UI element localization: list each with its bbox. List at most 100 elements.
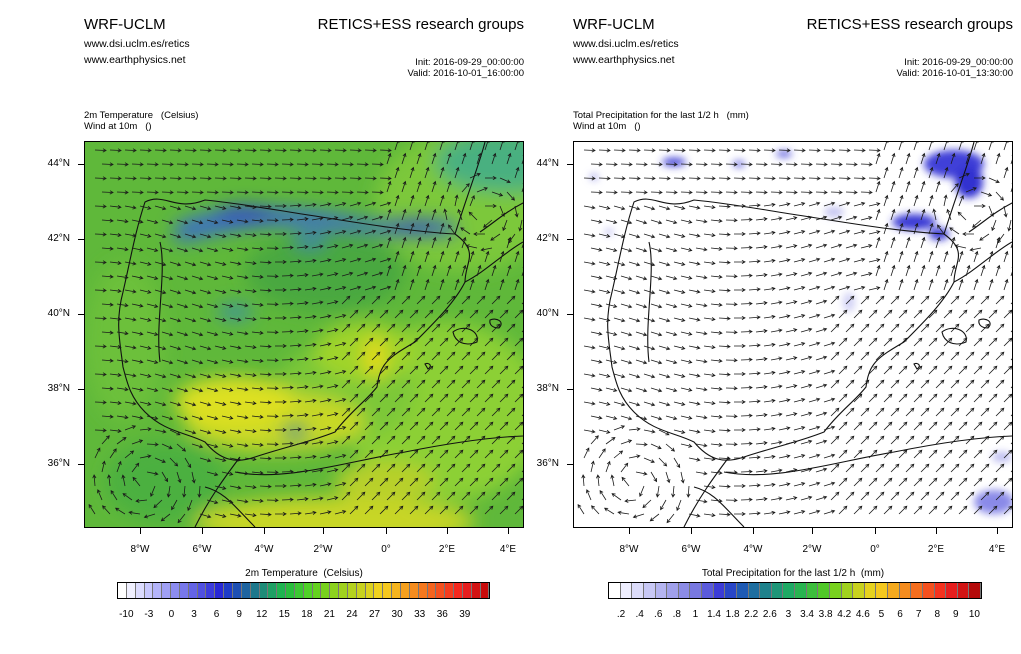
wind-arrow xyxy=(484,505,494,515)
wind-arrow xyxy=(154,317,167,323)
wind-arrow xyxy=(176,303,189,309)
wind-arrow xyxy=(514,393,523,403)
wind-arrow xyxy=(139,148,152,153)
colorbar-swatch xyxy=(365,583,375,598)
wind-arrow xyxy=(610,474,615,487)
wind-arrow xyxy=(281,217,294,222)
wind-arrow xyxy=(718,316,731,321)
colorbar-swatch xyxy=(118,583,127,598)
wind-arrow xyxy=(454,477,464,487)
wind-arrow xyxy=(416,264,422,277)
wind-arrow xyxy=(364,201,377,207)
wind-arrow xyxy=(416,407,426,417)
wind-arrow xyxy=(950,295,960,305)
wind-arrow xyxy=(755,441,768,446)
wind-arrow xyxy=(920,435,930,445)
wind-arrow xyxy=(109,428,122,433)
wind-arrow xyxy=(431,264,437,277)
wind-arrow xyxy=(206,275,219,281)
wind-arrow xyxy=(424,142,430,151)
lon-tick xyxy=(753,528,754,534)
wind-arrow xyxy=(815,383,828,389)
wind-arrow xyxy=(958,505,968,515)
wind-arrow xyxy=(101,190,114,195)
wind-arrow xyxy=(620,247,633,253)
wind-arrow xyxy=(131,462,140,473)
wind-arrow xyxy=(401,379,411,389)
wind-arrow xyxy=(94,344,107,349)
wind-arrow xyxy=(590,303,603,308)
wind-arrow xyxy=(830,463,840,473)
wind-arrow xyxy=(778,370,791,375)
colorbar-swatch xyxy=(321,583,331,598)
wind-arrow xyxy=(703,289,716,294)
wind-arrow xyxy=(815,299,828,305)
wind-arrow xyxy=(259,148,272,153)
lon-label-8w: 8°W xyxy=(130,544,150,555)
wind-arrow xyxy=(206,331,219,337)
wind-arrow xyxy=(439,421,449,431)
wind-arrow xyxy=(980,264,986,277)
wind-arrow xyxy=(605,331,618,336)
lat-tick xyxy=(567,389,573,390)
wind-arrow xyxy=(131,190,144,195)
wind-arrow xyxy=(319,342,332,347)
wind-vectors xyxy=(577,142,1012,524)
wind-arrow xyxy=(349,421,359,431)
wind-arrow xyxy=(958,172,970,179)
wind-arrow xyxy=(890,407,900,417)
wind-arrow xyxy=(124,425,137,431)
wind-arrow xyxy=(461,435,471,445)
wind-arrow xyxy=(980,323,990,333)
wind-arrow xyxy=(371,407,381,417)
wind-arrow xyxy=(988,177,1000,184)
wind-arrow xyxy=(102,505,111,515)
wind-arrow xyxy=(169,289,182,295)
colorbar-label: 4.6 xyxy=(855,609,870,620)
wind-arrow xyxy=(259,484,272,489)
wind-arrow xyxy=(973,365,983,375)
lon-tick xyxy=(264,528,265,534)
wind-arrow xyxy=(928,166,934,179)
wind-arrow xyxy=(476,463,486,473)
wind-arrow xyxy=(88,503,96,515)
wind-arrow xyxy=(379,393,389,403)
wind-arrow xyxy=(499,337,509,347)
wind-arrow xyxy=(439,337,449,347)
wind-arrow xyxy=(371,463,381,473)
wind-arrow xyxy=(446,463,456,473)
wind-arrow xyxy=(109,232,122,237)
wind-arrow xyxy=(506,491,516,501)
wind-arrow xyxy=(920,491,930,501)
wind-arrow xyxy=(341,491,351,501)
wind-arrow xyxy=(121,474,126,487)
wind-arrow xyxy=(808,481,821,487)
wind-arrow xyxy=(206,443,219,449)
wind-arrow xyxy=(206,247,219,253)
wind-arrow xyxy=(635,331,648,337)
wind-arrow xyxy=(943,421,953,431)
wind-arrow xyxy=(229,233,242,238)
wind-arrow xyxy=(124,450,135,459)
wind-arrow xyxy=(770,216,783,221)
wind-arrow xyxy=(424,222,430,235)
wind-arrow xyxy=(266,190,279,195)
wind-arrow xyxy=(326,468,339,473)
wind-arrow xyxy=(236,471,249,476)
wind-arrow xyxy=(950,323,960,333)
wind-arrow xyxy=(281,413,294,418)
wind-arrow xyxy=(311,244,324,249)
wind-arrow xyxy=(853,257,866,263)
wind-arrow xyxy=(905,295,915,305)
wind-arrow xyxy=(454,194,459,207)
wind-arrow xyxy=(748,511,761,516)
wind-arrow xyxy=(598,176,611,181)
lon-label-6w: 6°W xyxy=(681,544,701,555)
wind-arrow xyxy=(883,477,893,487)
wind-arrow xyxy=(146,331,159,336)
wind-arrow xyxy=(409,194,415,207)
wind-arrow xyxy=(988,309,998,319)
wind-arrow xyxy=(815,439,828,445)
wind-arrow xyxy=(416,208,422,221)
wind-arrow xyxy=(236,303,249,308)
